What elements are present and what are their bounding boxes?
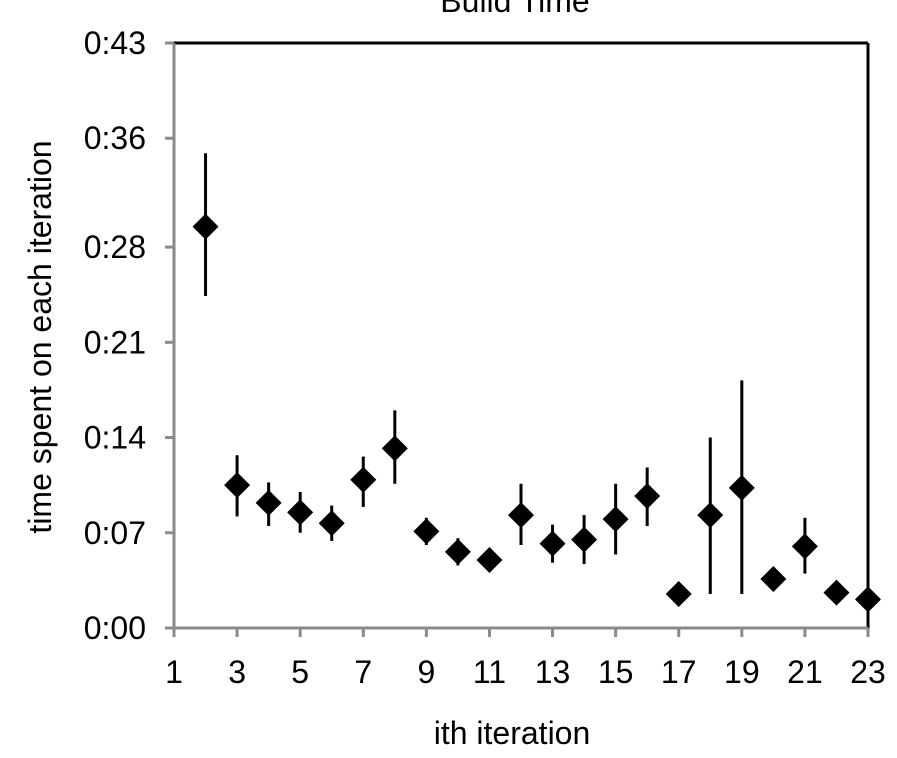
x-tick-label: 23 bbox=[850, 654, 886, 690]
data-point-diamond bbox=[444, 538, 471, 565]
x-axis-label: ith iteration bbox=[434, 715, 591, 751]
x-tick-label: 15 bbox=[598, 654, 634, 690]
x-tick-label: 1 bbox=[165, 654, 183, 690]
plot-frame bbox=[172, 41, 870, 630]
data-point-diamond bbox=[508, 502, 534, 529]
data-point-diamond bbox=[728, 474, 755, 501]
data-point-diamond bbox=[255, 489, 282, 516]
data-point-diamond bbox=[634, 483, 661, 510]
data-point-diamond bbox=[476, 546, 503, 573]
data-point-diamond bbox=[318, 510, 345, 537]
data-point-diamond bbox=[381, 435, 408, 462]
data-point-diamond bbox=[287, 499, 314, 526]
x-tick-label: 5 bbox=[291, 654, 309, 690]
y-tick-label: 0:36 bbox=[84, 120, 146, 156]
data-point-diamond bbox=[539, 530, 566, 557]
y-axis-label: time spent on each iteration bbox=[22, 140, 58, 533]
x-tick-label: 7 bbox=[354, 654, 372, 690]
data-point-diamond bbox=[823, 579, 850, 606]
data-point-diamond bbox=[602, 506, 629, 533]
data-point-diamond bbox=[665, 580, 692, 607]
x-tick-label: 9 bbox=[417, 654, 435, 690]
x-tick-label: 21 bbox=[787, 654, 823, 690]
y-tick-label: 0:43 bbox=[84, 25, 146, 61]
x-tick-label: 11 bbox=[473, 654, 506, 690]
y-tick-label: 0:07 bbox=[84, 515, 146, 551]
y-tick-label: 0:28 bbox=[84, 229, 146, 265]
data-point-diamond bbox=[224, 472, 251, 499]
data-points bbox=[192, 153, 881, 613]
x-tick-label: 3 bbox=[228, 654, 246, 690]
data-point-diamond bbox=[350, 466, 377, 493]
data-point-diamond bbox=[791, 533, 818, 560]
x-tick-label: 13 bbox=[535, 654, 571, 690]
data-point-diamond bbox=[760, 566, 787, 593]
x-tick-label: 17 bbox=[661, 654, 697, 690]
y-axis-ticks: 0:00 0:07 0:14 0:21 0:28 0:36 0:43 bbox=[84, 25, 174, 646]
data-point-diamond bbox=[571, 526, 598, 553]
x-axis-ticks: 1 3 5 7 9 11 13 15 17 19 21 23 bbox=[165, 628, 886, 690]
chart-title: Build Time bbox=[440, 0, 589, 19]
y-tick-label: 0:21 bbox=[84, 324, 146, 360]
data-point-diamond bbox=[855, 586, 881, 613]
data-point-diamond bbox=[697, 502, 724, 529]
data-point-diamond bbox=[413, 518, 440, 545]
x-tick-label: 19 bbox=[724, 654, 760, 690]
y-tick-label: 0:00 bbox=[84, 610, 146, 646]
data-point-diamond bbox=[192, 213, 219, 240]
y-tick-label: 0:14 bbox=[84, 420, 146, 456]
